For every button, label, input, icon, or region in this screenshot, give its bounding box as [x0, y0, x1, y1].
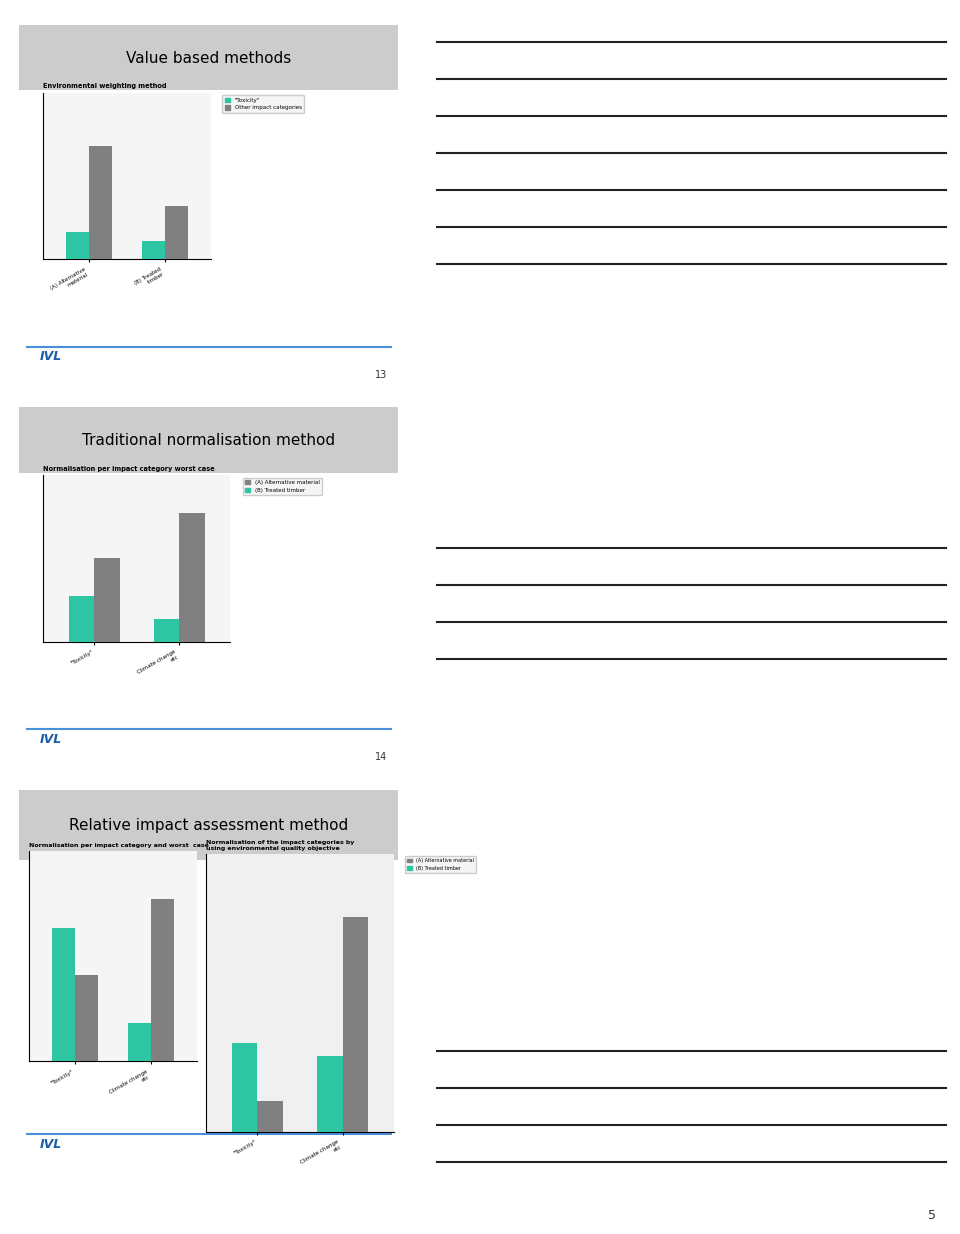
- Text: Normalisation per impact category worst case: Normalisation per impact category worst …: [43, 466, 215, 471]
- Bar: [128, 1023, 151, 1061]
- Text: 13: 13: [374, 370, 387, 380]
- Legend: "Toxicity", Other impact categories: "Toxicity", Other impact categories: [223, 95, 303, 112]
- Bar: [142, 241, 165, 259]
- Bar: [69, 596, 94, 642]
- Text: 14: 14: [374, 753, 387, 763]
- Text: 5: 5: [928, 1208, 936, 1222]
- Bar: [75, 975, 98, 1061]
- Text: IVL: IVL: [40, 1138, 62, 1151]
- Bar: [89, 146, 112, 259]
- Text: Normalisation per impact category and worst  case: Normalisation per impact category and wo…: [29, 843, 208, 848]
- FancyBboxPatch shape: [19, 790, 398, 860]
- Bar: [151, 900, 174, 1061]
- FancyBboxPatch shape: [19, 25, 398, 90]
- Text: Normalisation of the impact categories by
using environmental quality objective: Normalisation of the impact categories b…: [206, 840, 355, 850]
- Bar: [52, 928, 75, 1061]
- Text: Environmental weighting method: Environmental weighting method: [43, 84, 167, 89]
- Text: Relative impact assessment method: Relative impact assessment method: [69, 818, 348, 833]
- FancyBboxPatch shape: [19, 407, 398, 473]
- Text: Value based methods: Value based methods: [126, 51, 292, 65]
- Text: IVL: IVL: [40, 350, 62, 363]
- Bar: [317, 1056, 343, 1132]
- Legend: (A) Alternative material, (B) Treated timber: (A) Alternative material, (B) Treated ti…: [405, 856, 476, 872]
- Bar: [343, 917, 368, 1132]
- Bar: [66, 232, 89, 259]
- Bar: [257, 1101, 283, 1132]
- Bar: [154, 619, 180, 642]
- Bar: [94, 558, 120, 642]
- Text: Traditional normalisation method: Traditional normalisation method: [83, 433, 335, 448]
- Text: IVL: IVL: [40, 733, 62, 745]
- Legend: (A) Alternative material, (B) Treated timber: (A) Alternative material, (B) Treated ti…: [207, 854, 278, 870]
- Bar: [180, 513, 204, 642]
- Bar: [165, 206, 188, 259]
- Legend: (A) Alternative material, (B) Treated timber: (A) Alternative material, (B) Treated ti…: [243, 478, 322, 495]
- Bar: [232, 1043, 257, 1132]
